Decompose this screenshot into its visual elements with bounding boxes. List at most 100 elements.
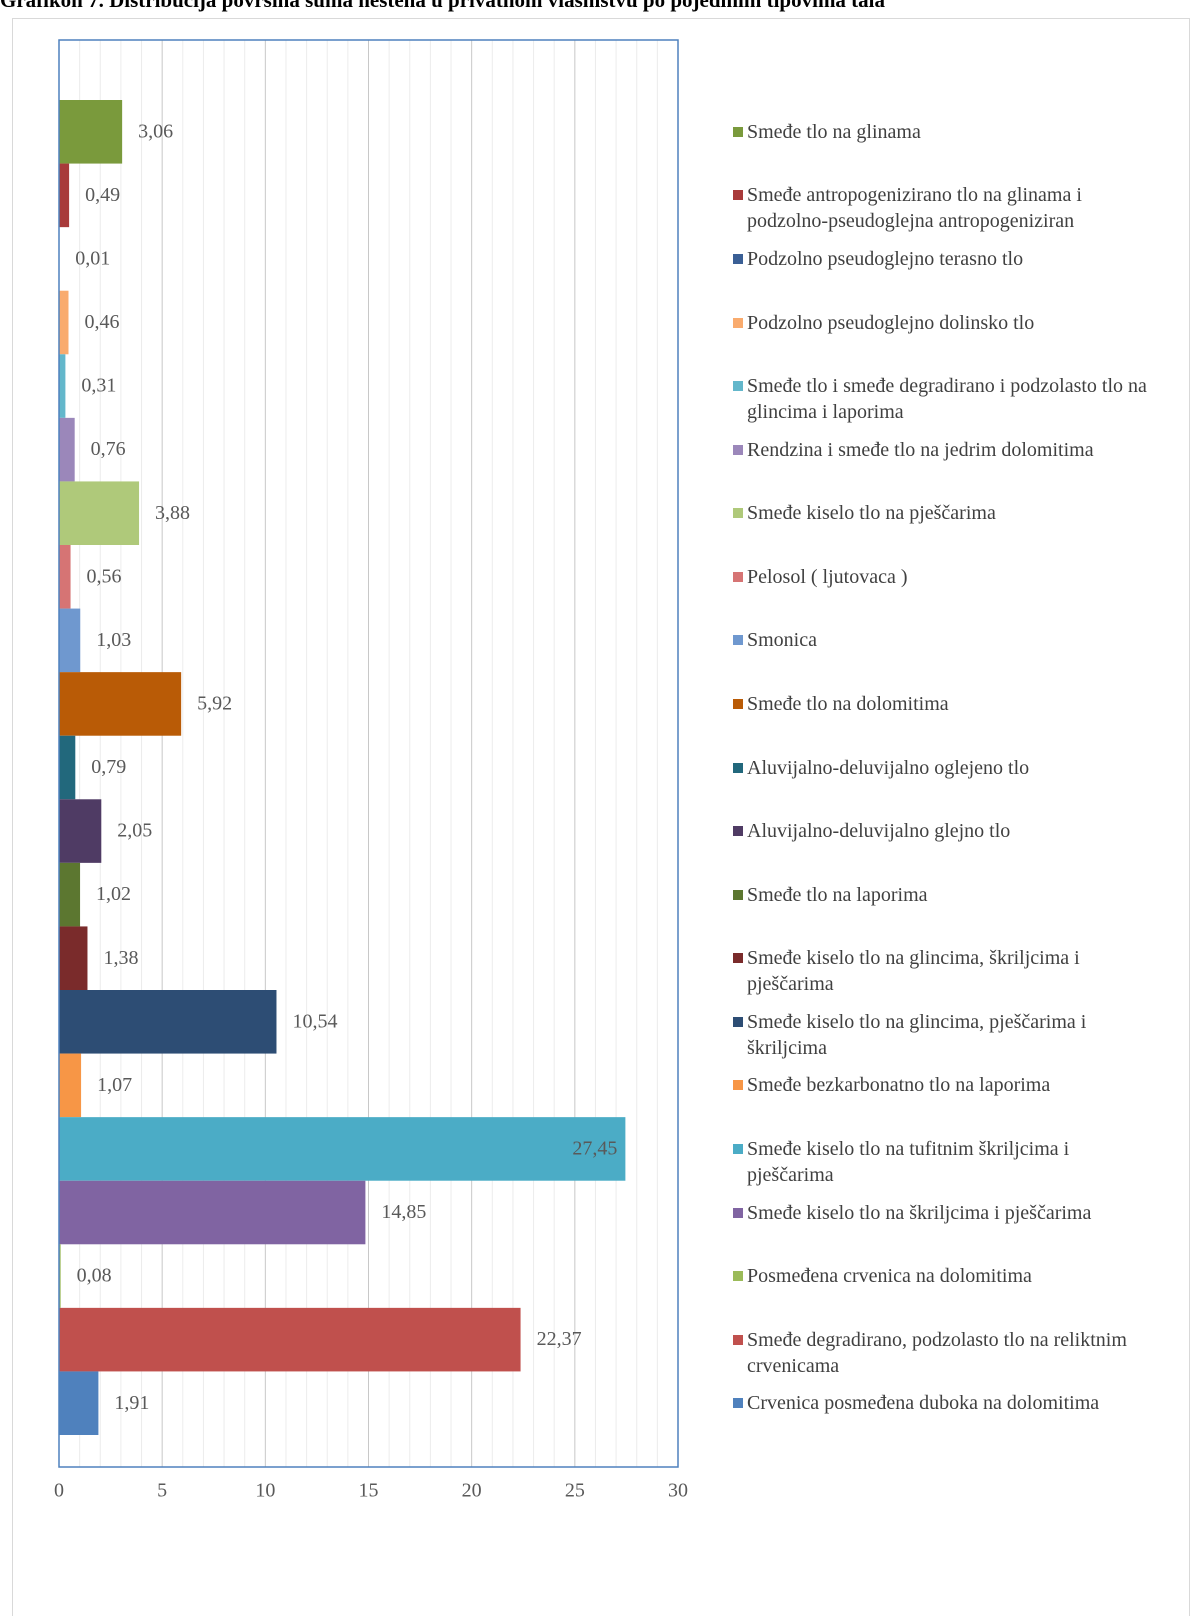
legend-swatch (733, 253, 743, 264)
x-tick-label: 25 (565, 1480, 585, 1502)
legend-swatch (733, 444, 743, 455)
x-tick-label: 10 (255, 1480, 275, 1502)
bar (59, 163, 70, 228)
legend-label: Rendzina i smeđe tlo na jedrim dolomitim… (747, 438, 1094, 461)
chart-border (12, 18, 1190, 1616)
data-label: 2,05 (117, 820, 152, 842)
legend-label: Aluvijalno-deluvijalno oglejeno tlo (747, 756, 1030, 779)
x-tick-label: 20 (462, 1480, 482, 1502)
data-label: 22,37 (537, 1328, 582, 1350)
legend-item: Smeđe antropogenizirano tlo na glinama i… (733, 182, 1158, 234)
data-label: 0,01 (75, 248, 110, 270)
legend-item: Pelosol ( ljutovaca ) (733, 564, 1158, 590)
legend-label: Smeđe kiselo tlo na pješčarima (747, 502, 996, 525)
legend-label: Smeđe degradirano, podzolasto tlo na rel… (747, 1328, 1127, 1377)
legend-label: Smeđe bezkarbonatno tlo na laporima (747, 1074, 1051, 1097)
bar (59, 417, 75, 482)
legend-item: Smeđe kiselo tlo na glincima, pješčarima… (733, 1009, 1158, 1061)
legend-item: Smeđe tlo na dolomitima (733, 691, 1158, 717)
plot-border (58, 39, 679, 1468)
legend-label: Smeđe kiselo tlo na škriljcima i pješčar… (747, 1201, 1092, 1224)
bar (59, 354, 66, 418)
legend-item: Smeđe kiselo tlo na tufitnim škriljcima … (733, 1136, 1158, 1188)
legend-label: Smeđe antropogenizirano tlo na glinama i… (747, 184, 1082, 233)
bar (59, 862, 81, 927)
legend-swatch (733, 1016, 743, 1027)
legend-swatch (733, 698, 743, 709)
legend-swatch (733, 190, 743, 201)
data-label: 3,06 (138, 120, 173, 142)
legend-label: Smeđe tlo na glinama (747, 120, 921, 143)
legend-swatch (733, 1080, 743, 1091)
legend-label: Smeđe kiselo tlo na tufitnim škriljcima … (747, 1137, 1070, 1186)
legend-item: Crvenica posmeđena duboka na dolomitima (733, 1390, 1158, 1416)
bar (59, 1117, 626, 1181)
bar (59, 799, 102, 863)
legend-item: Posmeđena crvenica na dolomitima (733, 1263, 1158, 1289)
data-label: 1,02 (96, 883, 131, 905)
data-label: 5,92 (197, 693, 232, 715)
legend-swatch (733, 889, 743, 900)
legend-swatch (733, 508, 743, 519)
bar (59, 735, 76, 800)
legend-label: Smeđe tlo na dolomitima (747, 692, 949, 715)
data-label: 0,79 (91, 756, 126, 778)
bar (59, 1371, 99, 1435)
legend-swatch (733, 126, 743, 137)
legend-label: Pelosol ( ljutovaca ) (747, 565, 908, 588)
legend-item: Rendzina i smeđe tlo na jedrim dolomitim… (733, 437, 1158, 463)
legend-label: Smeđe kiselo tlo na glincima, pješčarima… (747, 1010, 1087, 1059)
data-label: 0,56 (87, 565, 122, 587)
x-tick-label: 30 (668, 1480, 688, 1502)
legend-item: Aluvijalno-deluvijalno oglejeno tlo (733, 755, 1158, 781)
bar (59, 481, 140, 545)
legend-item: Smonica (733, 627, 1158, 653)
legend-item: Smeđe kiselo tlo na škriljcima i pješčar… (733, 1200, 1158, 1226)
legend-item: Podzolno pseudoglejno dolinsko tlo (733, 310, 1158, 336)
legend-swatch (733, 317, 743, 328)
data-label: 10,54 (292, 1010, 337, 1032)
legend-swatch (733, 953, 743, 964)
x-tick-label: 15 (359, 1480, 379, 1502)
bar (59, 1307, 521, 1372)
legend-label: Smonica (747, 629, 817, 652)
bar (59, 290, 69, 355)
data-label: 1,03 (96, 629, 131, 651)
chart-title: Grafikon 7. Distribucija površina šuma n… (0, 0, 886, 12)
legend-label: Podzolno pseudoglejno terasno tlo (747, 247, 1024, 270)
data-label: 27,45 (572, 1138, 617, 1160)
legend-swatch (733, 826, 743, 837)
x-tick-label: 5 (157, 1480, 167, 1502)
legend-swatch (733, 1334, 743, 1345)
bar (59, 1053, 82, 1118)
x-tick-label: 0 (54, 1480, 64, 1502)
bar (59, 545, 71, 609)
bar (59, 1244, 61, 1308)
data-label: 1,38 (103, 947, 138, 969)
data-label: 0,49 (85, 184, 120, 206)
legend-swatch (733, 635, 743, 646)
legend-item: Smeđe tlo na glinama (733, 119, 1158, 145)
data-label: 1,91 (114, 1392, 149, 1414)
legend-swatch (733, 1143, 743, 1154)
legend-swatch (733, 571, 743, 582)
legend-label: Podzolno pseudoglejno dolinsko tlo (747, 311, 1035, 334)
legend-label: Posmeđena crvenica na dolomitima (747, 1265, 1032, 1288)
legend-item: Podzolno pseudoglejno terasno tlo (733, 246, 1158, 272)
legend-item: Smeđe tlo i smeđe degradirano i podzolas… (733, 373, 1158, 425)
legend-label: Smeđe tlo i smeđe degradirano i podzolas… (747, 375, 1147, 424)
legend-item: Smeđe degradirano, podzolasto tlo na rel… (733, 1327, 1158, 1379)
legend-label: Smeđe tlo na laporima (747, 883, 928, 906)
legend-item: Aluvijalno-deluvijalno glejno tlo (733, 818, 1158, 844)
legend-swatch (733, 1207, 743, 1218)
legend-label: Crvenica posmeđena duboka na dolomitima (747, 1392, 1100, 1415)
legend-swatch (733, 1271, 743, 1282)
data-label: 0,31 (81, 375, 116, 397)
data-label: 3,88 (155, 502, 190, 524)
data-label: 0,08 (77, 1265, 112, 1287)
bar (59, 608, 81, 673)
legend-swatch (733, 1398, 743, 1409)
bar (59, 926, 88, 990)
